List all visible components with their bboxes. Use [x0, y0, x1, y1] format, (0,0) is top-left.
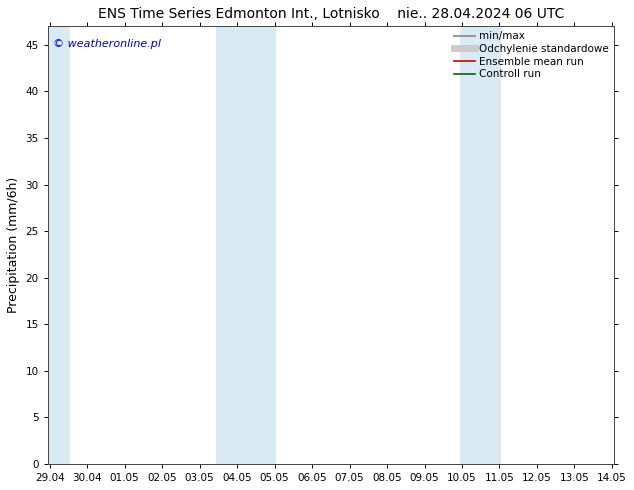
Text: © weatheronline.pl: © weatheronline.pl — [53, 39, 162, 49]
Legend: min/max, Odchylenie standardowe, Ensemble mean run, Controll run: min/max, Odchylenie standardowe, Ensembl… — [452, 29, 611, 81]
Bar — [48, 26, 70, 464]
Bar — [216, 26, 276, 464]
Title: ENS Time Series Edmonton Int., Lotnisko    nie.. 28.04.2024 06 UTC: ENS Time Series Edmonton Int., Lotnisko … — [98, 7, 564, 21]
Bar — [460, 26, 501, 464]
Y-axis label: Precipitation (mm/6h): Precipitation (mm/6h) — [7, 177, 20, 313]
